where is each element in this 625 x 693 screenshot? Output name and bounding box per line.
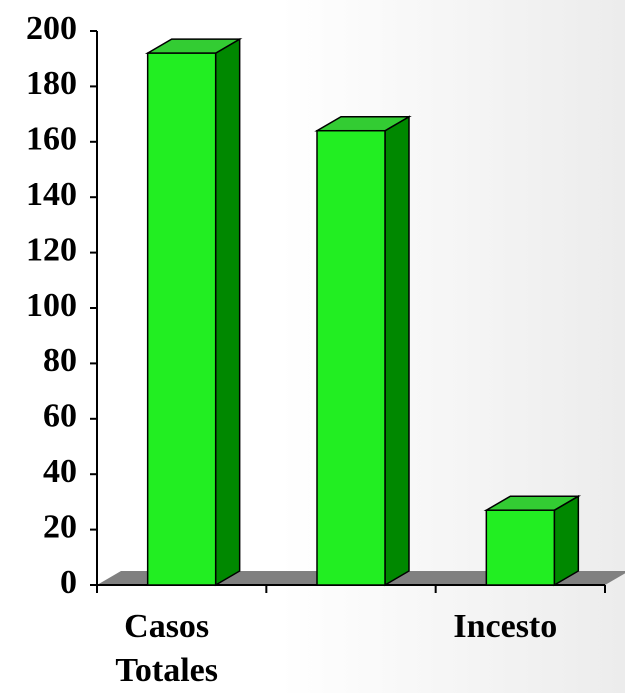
bar-side <box>553 494 580 587</box>
y-tick-label: 0 <box>60 564 77 601</box>
bar <box>316 129 386 586</box>
y-tick-label: 120 <box>26 231 77 268</box>
y-tick-label: 20 <box>43 508 77 545</box>
y-tick-label: 60 <box>43 398 77 435</box>
y-tick-label: 200 <box>26 10 77 47</box>
x-tick-label: Casos Totales <box>115 608 218 689</box>
bar <box>485 509 556 586</box>
bar-side <box>384 115 410 587</box>
y-tick-label: 160 <box>26 121 77 158</box>
y-tick-label: 140 <box>26 176 77 213</box>
bar-side <box>214 37 241 587</box>
y-tick-label: 100 <box>26 287 77 324</box>
bar <box>146 52 217 586</box>
y-tick-label: 80 <box>43 342 77 379</box>
y-tick-label: 40 <box>43 453 77 490</box>
x-tick-label: Incesto <box>453 608 558 645</box>
y-tick-label: 180 <box>26 65 77 102</box>
